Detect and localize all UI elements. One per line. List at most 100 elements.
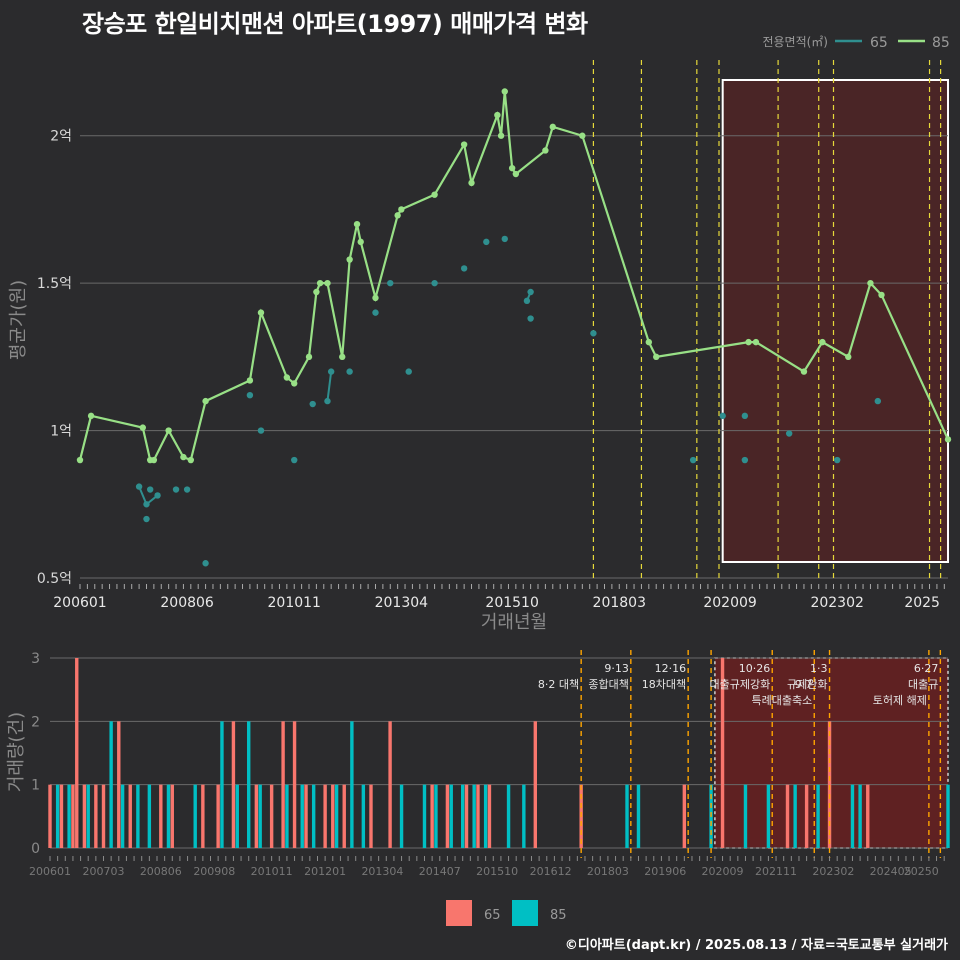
series-85-point xyxy=(398,206,405,213)
series-65-point xyxy=(146,486,154,493)
volume-bar-85 xyxy=(636,784,641,848)
volume-bar-65 xyxy=(231,721,236,848)
volume-bar-85 xyxy=(858,784,862,848)
volume-bar-85 xyxy=(793,784,797,848)
series-85-point xyxy=(508,164,516,172)
volume-bar-85 xyxy=(522,784,526,848)
volume-bar-85 xyxy=(120,784,125,848)
series-85-point xyxy=(357,238,364,246)
series-65-point xyxy=(183,486,191,493)
y-axis-label-bottom: 거래량(건) xyxy=(6,712,27,792)
series-65-point xyxy=(172,486,180,493)
series-85-point xyxy=(187,456,195,464)
series-65-point xyxy=(431,279,438,287)
volume-bar-65 xyxy=(75,658,79,848)
series-85-point xyxy=(165,427,172,434)
policy-annotation: 9·13 xyxy=(604,662,629,675)
volume-bar-85 xyxy=(220,721,224,848)
volume-bar-65 xyxy=(201,784,205,848)
legend-65-label: 65 xyxy=(870,35,888,51)
series-65-point xyxy=(324,397,331,405)
x-axis-label: 거래년월 xyxy=(481,612,547,633)
policy-annotation: 1·3 xyxy=(810,662,828,675)
series-65-point xyxy=(719,412,726,420)
legend-bottom-85-swatch xyxy=(512,900,538,926)
legend-bottom-85-label: 85 xyxy=(550,908,567,923)
series-65-point xyxy=(460,265,468,272)
series-65-point xyxy=(246,391,254,399)
volume-bar-85 xyxy=(147,784,152,848)
volume-bar-85 xyxy=(766,784,771,848)
series-85-point xyxy=(501,88,508,95)
x-tick-label: 202302 xyxy=(810,595,863,611)
x-tick-label: 200806 xyxy=(160,595,214,611)
volume-bar-65 xyxy=(94,784,98,848)
x-tick-label: 202009 xyxy=(703,595,756,611)
series-85-point xyxy=(76,456,84,464)
volume-bar-65 xyxy=(388,721,392,848)
x-tick-label-bottom: 201011 xyxy=(251,865,293,878)
volume-bar-65 xyxy=(533,721,538,848)
x-tick-label: 201304 xyxy=(375,595,429,611)
volume-bar-85 xyxy=(300,784,304,848)
x-tick-label-bottom: 200908 xyxy=(193,865,235,878)
x-tick-label-bottom: 201612 xyxy=(530,865,572,878)
volume-bar-65 xyxy=(445,784,450,848)
series-65-point xyxy=(785,430,793,437)
series-85-point xyxy=(745,338,752,346)
y-tick-label-bottom: 2 xyxy=(31,714,40,730)
volume-bar-65 xyxy=(82,784,87,848)
series-85-point xyxy=(512,170,520,178)
volume-bar-85 xyxy=(449,784,453,848)
volume-bar-85 xyxy=(67,784,71,848)
series-65-point xyxy=(309,400,316,408)
x-tick-label-bottom: 202405 xyxy=(870,865,912,878)
x-tick-label-bottom: 200601 xyxy=(29,865,71,878)
legend-85-label: 85 xyxy=(932,35,950,51)
legend-bottom-65-swatch xyxy=(446,900,472,926)
x-tick-label-bottom: 201407 xyxy=(419,865,461,878)
volume-bar-85 xyxy=(311,784,316,848)
volume-bar-85 xyxy=(483,784,488,848)
series-85-point xyxy=(313,288,320,296)
policy-annotation: 6·27 xyxy=(914,662,939,675)
policy-annotation: 규제완화 xyxy=(787,678,827,691)
volume-bar-65 xyxy=(254,784,259,848)
series-65-point xyxy=(483,238,490,246)
series-65-point xyxy=(874,397,882,405)
volume-bar-85 xyxy=(472,784,476,848)
volume-bar-65 xyxy=(48,784,52,848)
volume-bar-85 xyxy=(235,784,239,848)
series-65-point xyxy=(135,483,143,490)
series-85-point xyxy=(542,147,549,154)
y-tick-label-bottom: 3 xyxy=(31,651,40,667)
volume-bar-65 xyxy=(720,658,725,848)
volume-bar-85 xyxy=(55,784,60,848)
volume-bar-65 xyxy=(216,784,220,848)
series-65-point xyxy=(143,515,150,523)
chart-title: 장승포 한일비치맨션 아파트(1997) 매매가격 변화 xyxy=(82,10,588,38)
volume-bar-85 xyxy=(946,784,950,848)
x-tick-label: 201510 xyxy=(485,595,538,611)
volume-bar-65 xyxy=(269,784,274,848)
policy-annotation: 9·7 xyxy=(795,678,813,691)
policy-annotation: 8·2 대책 xyxy=(538,678,579,691)
series-85-point xyxy=(316,279,324,287)
x-tick-label-bottom: 201803 xyxy=(587,865,629,878)
series-65-point xyxy=(405,368,412,375)
legend-title: 전용면적(㎡) xyxy=(762,35,828,49)
x-tick-label: 201803 xyxy=(593,595,646,611)
highlight-period-box xyxy=(721,79,950,563)
series-85-point xyxy=(324,279,331,287)
series-65-point xyxy=(372,309,379,316)
series-85-point xyxy=(800,368,808,375)
series-85-point xyxy=(180,453,187,461)
series-65-point xyxy=(741,412,749,420)
series-85-point xyxy=(752,338,760,346)
volume-bar-85 xyxy=(136,784,140,848)
policy-annotation: 대출규 xyxy=(908,678,938,691)
volume-bar-65 xyxy=(331,784,335,848)
volume-bar-65 xyxy=(785,784,790,848)
